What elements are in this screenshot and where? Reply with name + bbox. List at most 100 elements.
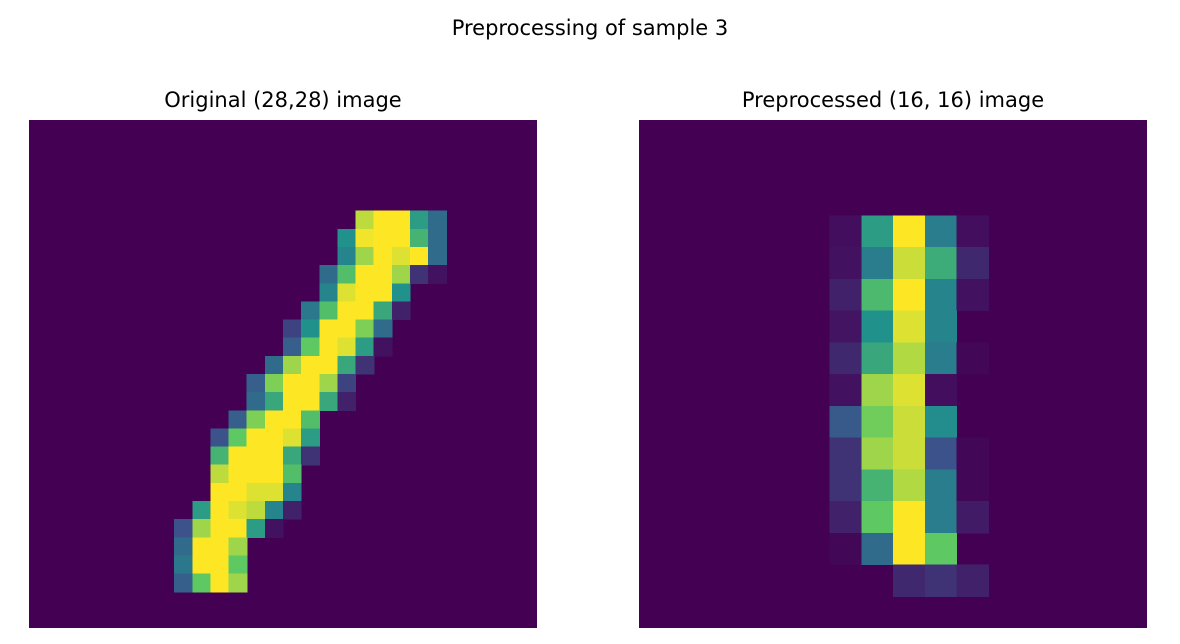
heatmap-cell: [355, 319, 375, 339]
heatmap-cell: [210, 519, 230, 538]
heatmap-cell: [924, 469, 958, 502]
heatmap-cell: [829, 310, 862, 343]
heatmap-cell: [956, 247, 989, 280]
heatmap-cell: [893, 247, 926, 280]
heatmap-cell: [410, 247, 429, 266]
heatmap-cell: [428, 247, 447, 266]
heatmap-cell: [893, 501, 926, 534]
heatmap-cell: [410, 265, 429, 284]
heatmap-cell: [337, 247, 357, 266]
heatmap-cell: [861, 374, 894, 407]
heatmap-cell: [301, 392, 320, 411]
heatmap-cell: [391, 210, 411, 230]
heatmap-cell: [210, 482, 230, 502]
heatmap-cell: [829, 342, 862, 375]
heatmap-cell: [264, 501, 284, 520]
heatmap-cell: [337, 374, 357, 393]
heatmap-cell: [283, 355, 302, 375]
heatmap-cell: [956, 501, 989, 534]
heatmap-cell: [861, 247, 894, 280]
heatmap-cell: [861, 405, 894, 439]
heatmap-cell: [319, 301, 339, 321]
heatmap-cell: [829, 437, 862, 470]
heatmap-cell: [924, 215, 958, 248]
heatmap-cell: [301, 337, 320, 357]
heatmap-cell: [264, 355, 284, 375]
heatmap-cell: [924, 310, 958, 343]
heatmap-cell: [956, 215, 989, 248]
heatmap-cell: [355, 228, 375, 248]
heatmap-cell: [373, 228, 393, 248]
heatmap-cell: [228, 555, 248, 575]
heatmap-cell: [246, 374, 266, 393]
heatmap-cell: [283, 337, 302, 357]
heatmap-cell: [264, 482, 284, 502]
heatmap-cell: [264, 464, 284, 484]
heatmap-cell: [228, 446, 248, 466]
heatmap-cell: [355, 265, 375, 284]
heatmap-cell: [373, 301, 393, 321]
heatmap-cell: [337, 283, 357, 303]
heatmap-cell: [861, 215, 894, 248]
heatmap-cell: [391, 301, 411, 321]
heatmap-cell: [373, 337, 393, 357]
heatmap-cell: [861, 310, 894, 343]
heatmap-cell: [319, 265, 339, 284]
heatmap-cell: [246, 446, 266, 466]
heatmap-cell: [319, 337, 339, 357]
left-panel-title: Original (28,28) image: [164, 88, 402, 112]
heatmap-cell: [861, 342, 894, 375]
heatmap-cell: [283, 392, 302, 411]
heatmap-cell: [373, 283, 393, 303]
heatmap-cell: [210, 464, 230, 484]
heatmap-cell: [210, 555, 230, 575]
heatmap-cell: [355, 337, 375, 357]
heatmap-cell: [337, 265, 357, 284]
heatmap-cell: [337, 337, 357, 357]
heatmap-cell: [301, 355, 320, 375]
heatmap-cell: [210, 537, 230, 557]
heatmap-cell: [210, 501, 230, 520]
heatmap-cell: [391, 283, 411, 303]
heatmap-cell: [829, 532, 862, 566]
right-panel-title: Preprocessed (16, 16) image: [741, 88, 1045, 112]
heatmap-cell: [428, 265, 447, 284]
heatmap-cell: [829, 405, 862, 439]
heatmap-cell: [956, 278, 989, 312]
heatmap-cell: [924, 564, 958, 597]
heatmap-cell: [924, 501, 958, 534]
heatmap-cell: [283, 464, 302, 484]
heatmap-cell: [246, 428, 266, 448]
heatmap-cell: [228, 501, 248, 520]
heatmap-cell: [337, 228, 357, 248]
heatmap-cell: [373, 319, 393, 339]
heatmap-cell: [355, 355, 375, 375]
heatmap-cell: [861, 278, 894, 312]
heatmap-cell: [893, 469, 926, 502]
heatmap-cell: [355, 283, 375, 303]
heatmap-cell: [192, 537, 212, 557]
heatmap-cell: [410, 228, 429, 248]
heatmap-cell: [319, 283, 339, 303]
heatmap-cell: [391, 228, 411, 248]
heatmap-cell: [893, 342, 926, 375]
heatmap-cell: [283, 374, 302, 393]
heatmap-cell: [192, 555, 212, 575]
heatmap-cell: [283, 482, 302, 502]
heatmap-cell: [829, 215, 862, 248]
heatmap-cell: [829, 278, 862, 312]
heatmap-cell: [283, 446, 302, 466]
heatmap-cell: [301, 319, 320, 339]
heatmap-cell: [174, 537, 193, 557]
heatmap-cell: [373, 210, 393, 230]
heatmap-cell: [228, 482, 248, 502]
heatmap-cell: [924, 278, 958, 312]
heatmap-cell: [174, 555, 193, 575]
heatmap-cell: [829, 501, 862, 534]
heatmap-cell: [373, 247, 393, 266]
heatmap-cell: [956, 437, 989, 470]
heatmap-cell: [893, 215, 926, 248]
heatmap-cell: [246, 482, 266, 502]
heatmap-cell: [428, 210, 447, 230]
heatmap-cell: [228, 573, 248, 593]
